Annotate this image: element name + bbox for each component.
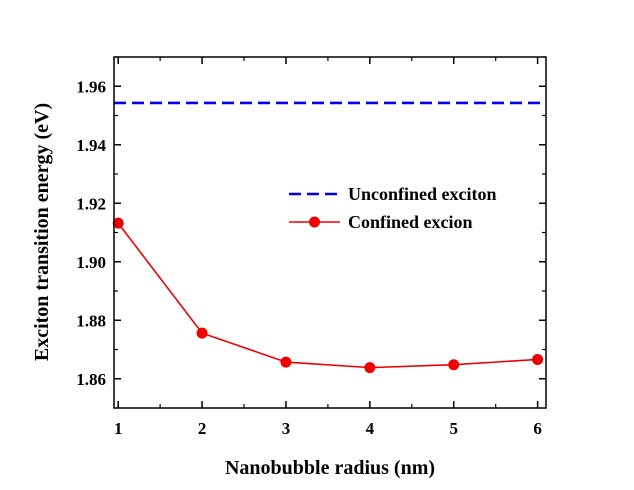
x-tick-label: 4 — [366, 419, 375, 438]
data-point — [448, 359, 460, 371]
x-tick-label: 5 — [449, 419, 458, 438]
y-tick-label: 1.86 — [76, 370, 106, 389]
minor-ticks — [114, 56, 546, 408]
x-axis-title: Nanobubble radius (nm) — [225, 457, 435, 479]
y-axis-title: Exciton transition energy (eV) — [31, 103, 53, 361]
data-point — [196, 327, 208, 339]
legend: Unconfined exciton Confined excion — [289, 184, 497, 232]
y-tick-label: 1.92 — [76, 194, 106, 213]
data-point — [532, 353, 544, 365]
x-tick-label: 6 — [533, 419, 542, 438]
legend-label-confined-excion: Confined excion — [348, 212, 473, 232]
y-tick-label: 1.96 — [76, 77, 106, 96]
data-point — [280, 356, 292, 368]
tick-labels: 1 2 3 4 5 6 1.86 1.88 1.90 1.92 1.94 1.96 — [76, 77, 542, 438]
x-tick-label: 1 — [114, 419, 123, 438]
series-layer — [112, 101, 546, 374]
y-tick-label: 1.94 — [76, 136, 106, 155]
major-ticks — [114, 57, 546, 408]
plot-frame — [113, 56, 547, 409]
legend-label-unconfined-exciton: Unconfined exciton — [348, 184, 497, 204]
y-tick-label: 1.88 — [76, 311, 106, 330]
legend-marker-confined-excion — [309, 216, 320, 228]
y-tick-label: 1.90 — [76, 253, 106, 272]
x-tick-label: 2 — [198, 419, 207, 438]
data-point — [364, 362, 376, 374]
data-point — [112, 217, 124, 229]
series-line-confined-excion — [117, 222, 538, 369]
x-tick-label: 3 — [282, 419, 291, 438]
